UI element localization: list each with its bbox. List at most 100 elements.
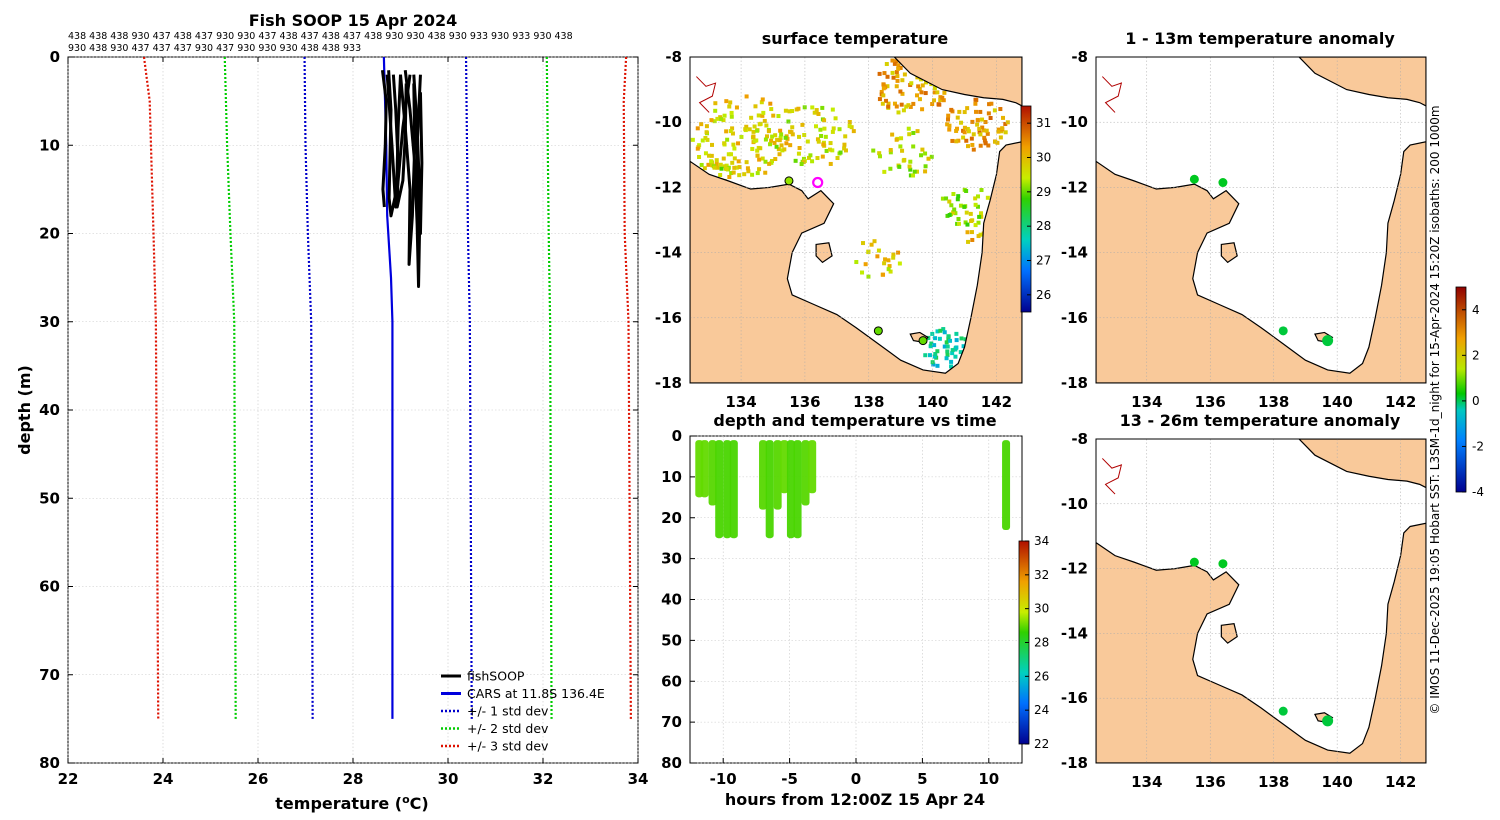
x-tick-label: 34	[628, 770, 649, 788]
sst-pixel	[718, 173, 723, 178]
sst-pixel	[894, 104, 899, 109]
sst-pixel	[838, 150, 843, 155]
profile-header-line1: 438 438 438 930 437 438 437 930 930 437 …	[68, 31, 573, 42]
sst-pixel	[821, 142, 826, 147]
lat-tick-label: -8	[1071, 48, 1088, 66]
sst-pixel	[974, 109, 979, 114]
sst-pixel	[894, 84, 899, 89]
sst-pixel	[729, 110, 734, 115]
sst-pixel	[911, 173, 916, 178]
std-dev-line	[142, 56, 160, 719]
sst-pixel	[782, 147, 787, 152]
sst-stations	[784, 176, 928, 346]
sst-pixel	[899, 136, 904, 141]
sst-pixel	[703, 151, 708, 156]
sst-pixel	[816, 112, 821, 117]
cast-column	[708, 440, 717, 506]
sst-pixel	[884, 98, 889, 103]
y-tick-label: 60	[39, 578, 60, 596]
sst-pixel	[769, 138, 774, 143]
lon-tick-label: 138	[1258, 773, 1289, 791]
sst-pixel	[973, 101, 978, 106]
sst-pixel	[773, 157, 778, 162]
std-dev-line	[223, 56, 237, 719]
anomaly-point	[1322, 715, 1334, 727]
sst-pixel	[904, 104, 909, 109]
colorbar-tick-label: 4	[1472, 303, 1480, 317]
sst-pixel	[851, 129, 856, 134]
sst-pixel	[981, 128, 986, 133]
sst-pixel	[749, 115, 754, 120]
sst-pixel	[901, 108, 906, 113]
sst-pixel	[964, 210, 969, 215]
new-guinea-land	[893, 57, 1022, 107]
sst-pixel	[775, 137, 780, 142]
cast-column	[786, 440, 795, 539]
sst-pixel	[886, 104, 891, 109]
anom-13-26-points	[1189, 557, 1334, 727]
sst-pixel	[784, 141, 789, 146]
y-tick-label: 0	[672, 427, 682, 445]
sst-pixel	[898, 65, 903, 70]
sst-pixel	[932, 85, 937, 90]
lat-tick-label: -18	[1061, 754, 1088, 772]
cast-column	[780, 440, 789, 494]
sst-pixel	[881, 93, 886, 98]
colorbar-tick-label: 27	[1036, 254, 1051, 268]
time-depth-xlabel: hours from 12:00Z 15 Apr 24	[725, 790, 985, 809]
sst-pixel	[945, 122, 950, 127]
sst-pixel	[801, 160, 806, 165]
sst-pixel	[912, 169, 917, 174]
sst-pixel	[877, 151, 882, 156]
sst-pixel	[802, 133, 807, 138]
sst-pixel	[962, 125, 967, 130]
sst-pixel	[900, 78, 905, 83]
profile-legend: fishSOOP CARS at 11.8S 136.4E +/- 1 std de…	[441, 669, 605, 754]
anom-1-13-points	[1189, 174, 1334, 347]
cast-column	[765, 440, 774, 539]
new-guinea-land	[1298, 439, 1426, 489]
australia-land	[690, 141, 1022, 383]
sst-pixel	[906, 126, 911, 131]
sst-pixel	[830, 129, 835, 134]
legend-label: +/- 3 std dev	[467, 739, 549, 754]
anomaly-point	[1278, 706, 1288, 716]
sst-pixel	[926, 156, 931, 161]
y-tick-label: 20	[661, 509, 682, 527]
sst-pixel	[935, 90, 940, 95]
sst-pixel	[944, 340, 949, 345]
sst-pixel	[761, 110, 766, 115]
sst-pixel	[881, 272, 886, 277]
sst-pixel	[920, 107, 925, 112]
sst-pixel	[736, 159, 741, 164]
x-tick-label: 32	[533, 770, 554, 788]
sst-pixel	[820, 105, 825, 110]
sst-pixel	[822, 126, 827, 131]
sst-pixel	[947, 199, 952, 204]
sst-pixel	[941, 98, 946, 103]
lon-tick-label: 142	[1385, 393, 1416, 411]
sst-pixel	[962, 130, 967, 135]
sst-pixel	[930, 101, 935, 106]
isobath-line	[696, 76, 717, 113]
sst-pixel	[896, 63, 901, 68]
sst-pixel	[860, 270, 865, 275]
time-depth-grid	[690, 435, 1022, 764]
sst-pixel	[989, 101, 994, 106]
sst-pixel	[731, 170, 736, 175]
sst-pixel	[724, 163, 729, 168]
sst-pixel	[777, 138, 782, 143]
sst-pixel	[882, 71, 887, 76]
sst-pixel	[920, 83, 925, 88]
sst-pixel	[777, 152, 782, 157]
sst-pixel	[936, 102, 941, 107]
time-depth-colorbar-ticks: 34 32 30 28 26 24 22	[1025, 534, 1049, 751]
sst-pixel	[760, 113, 765, 118]
time-depth-panel: depth and temperature vs time -10 -5 0 5 10 0…	[661, 411, 1049, 809]
sst-pixel	[712, 119, 717, 124]
lon-tick-label: 136	[1195, 773, 1226, 791]
sst-pixel	[790, 132, 795, 137]
sst-pixel	[714, 162, 719, 167]
sst-pixel	[958, 203, 963, 208]
sst-pixel	[899, 102, 904, 107]
